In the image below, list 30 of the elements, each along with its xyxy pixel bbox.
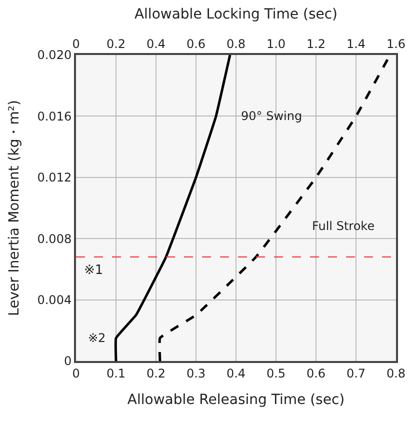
x2-tick-label: 1.2 bbox=[306, 37, 326, 52]
x2-axis-title: Allowable Locking Time (sec) bbox=[134, 6, 338, 22]
y-tick-label: 0.008 bbox=[37, 232, 72, 246]
ref-line-label: ※1 bbox=[84, 263, 104, 278]
y-axis-title: Lever Inertia Moment (kg・m²) bbox=[6, 100, 22, 316]
x2-tick-label: 1.6 bbox=[386, 37, 406, 52]
y-tick-label: 0.020 bbox=[37, 48, 72, 62]
x2-tick-label: 0.4 bbox=[146, 37, 166, 52]
x-tick-label: 0.3 bbox=[186, 366, 206, 380]
x-tick-label: 0.8 bbox=[386, 366, 406, 380]
x2-tick-label: 0.6 bbox=[186, 37, 206, 52]
y-tick-label: 0.016 bbox=[37, 109, 72, 124]
x2-tick-label: 1.0 bbox=[266, 37, 286, 52]
y-tick-label: 0 bbox=[64, 354, 72, 368]
annotation: 90° Swing bbox=[241, 109, 302, 123]
annotation: ※2 bbox=[88, 331, 106, 345]
y-tick-label: 0.012 bbox=[37, 170, 72, 185]
x-tick-label: 0.1 bbox=[106, 366, 126, 380]
x-tick-label: 0.7 bbox=[346, 366, 366, 380]
x2-tick-label: 1.4 bbox=[346, 37, 366, 52]
x2-tick-label: 0.2 bbox=[106, 37, 126, 52]
line-series bbox=[114, 55, 232, 361]
x-tick-label: 0.6 bbox=[306, 366, 326, 380]
x-tick-label: 0.2 bbox=[146, 366, 166, 380]
annotation: Full Stroke bbox=[312, 219, 375, 233]
x2-tick-label: 0.8 bbox=[226, 37, 246, 52]
y-tick-label: 0.004 bbox=[37, 293, 72, 307]
x-tick-label: 0.5 bbox=[266, 366, 286, 380]
x-tick-label: 0.4 bbox=[226, 366, 246, 380]
x-axis-title: Allowable Releasing Time (sec) bbox=[127, 392, 345, 408]
